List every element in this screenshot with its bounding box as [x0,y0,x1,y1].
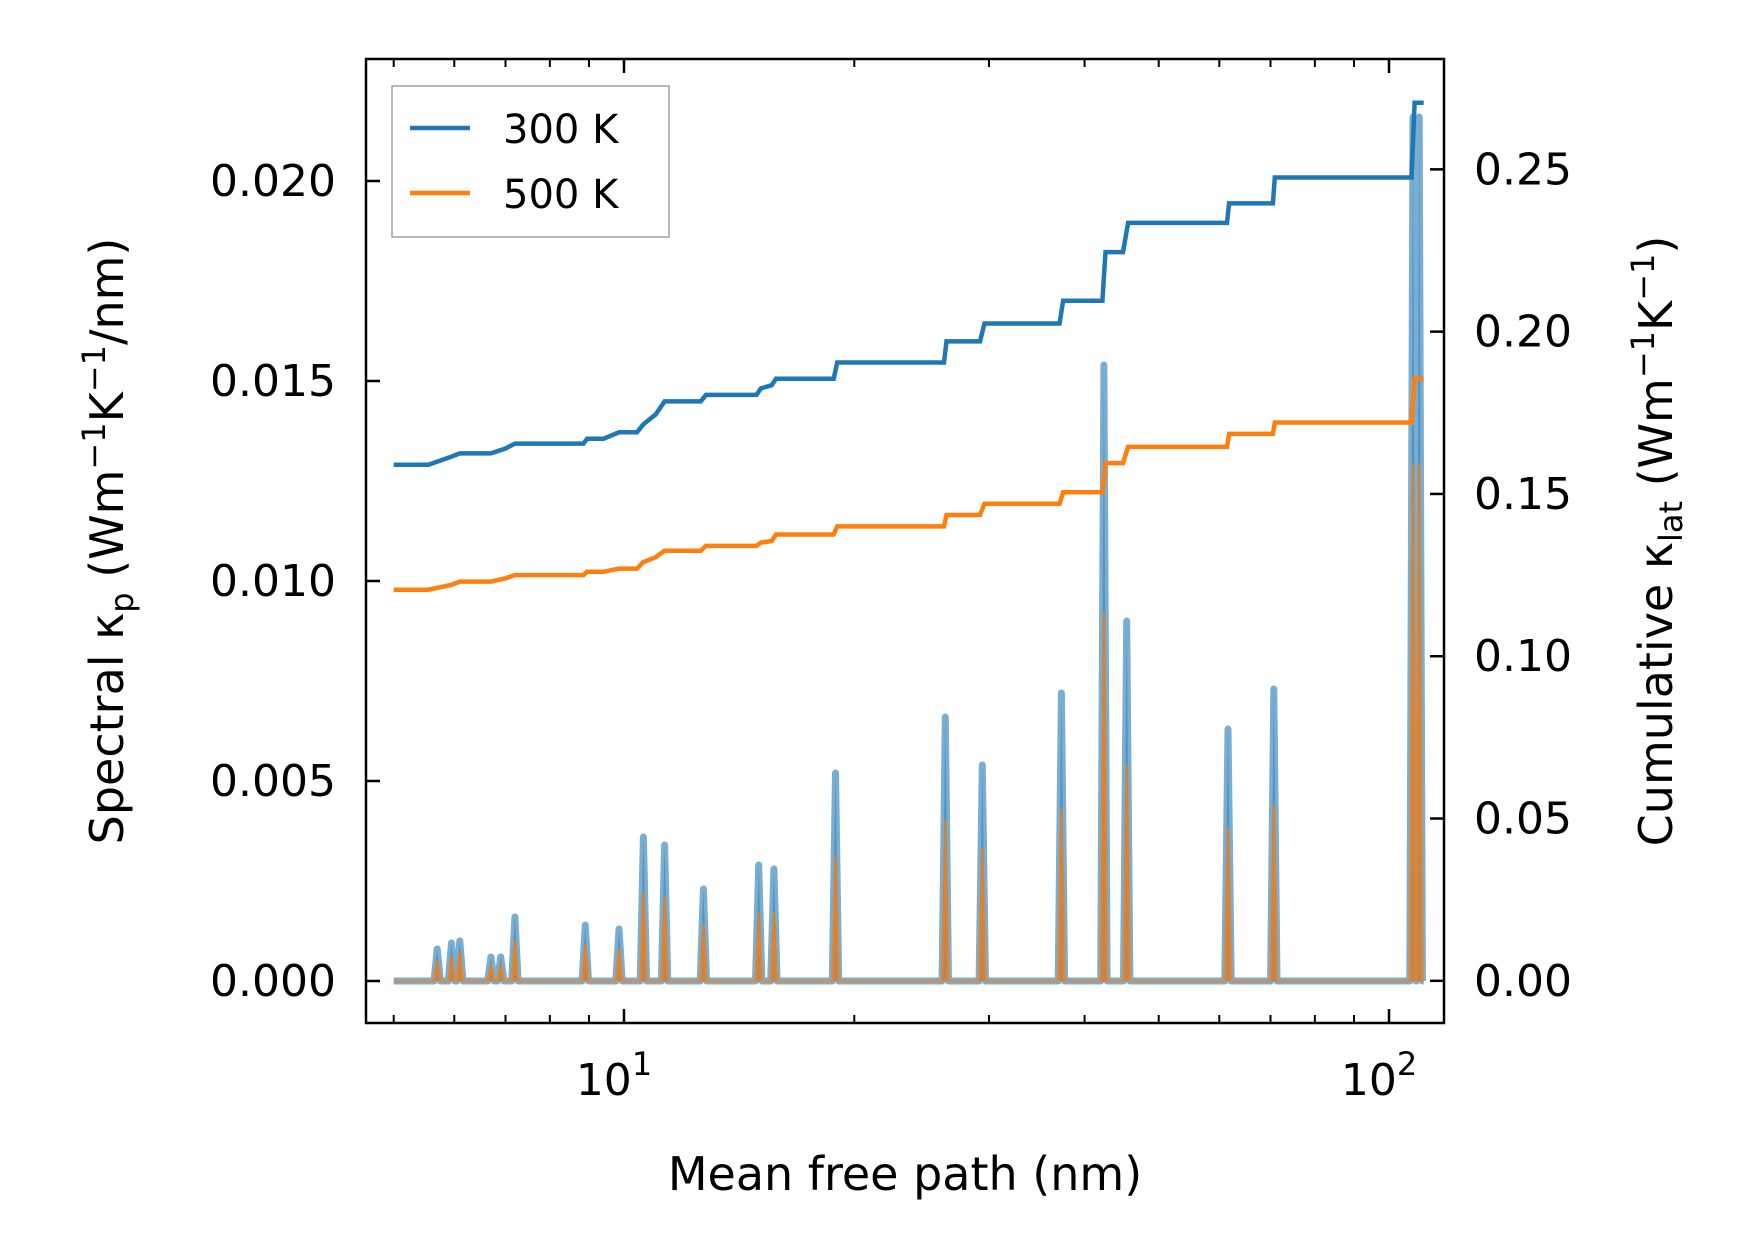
spectral-series-500k [393,463,1424,983]
y-right-tick-label: 0.00 [1474,956,1572,1007]
y-right-tick-label: 0.25 [1474,144,1572,195]
legend-box [391,85,670,238]
x-axis-label: Mean free path (nm) [668,1147,1142,1201]
cumulative-layer [393,100,1424,592]
legend-label-300k: 300 K [503,107,620,153]
ticks-layer: 0.000 0.005 0.010 0.015 0.020 0.00 0.05 0.10 0.1… [210,59,1572,1106]
y-right-tick-label: 0.05 [1474,794,1572,845]
cumulative-series-300k [393,100,1424,467]
spectral-layer [393,113,1426,985]
y-right-tick-label: 0.10 [1474,631,1572,682]
y-axis-label-left: Spectral κp (Wm−1K−1/nm) [75,238,141,845]
x-tick-label: 102 [1341,1045,1417,1106]
plot-frame [364,57,1446,1025]
cumulative-series-500k [393,376,1424,592]
x-tick-label: 101 [576,1045,652,1106]
y-right-tick-label: 0.20 [1474,307,1572,358]
y-left-tick-label: 0.020 [210,156,336,207]
y-left-tick-label: 0.010 [210,556,336,607]
y-left-tick-label: 0.005 [210,756,336,807]
y-left-tick-label: 0.015 [210,356,336,407]
y-right-tick-label: 0.15 [1474,469,1572,520]
legend: 300 K 500 K [391,85,670,238]
y-axis-label-right: Cumulative κlat (Wm−1K−1) [1624,236,1690,847]
y-left-tick-label: 0.000 [210,956,336,1007]
legend-label-500k: 500 K [503,172,620,218]
